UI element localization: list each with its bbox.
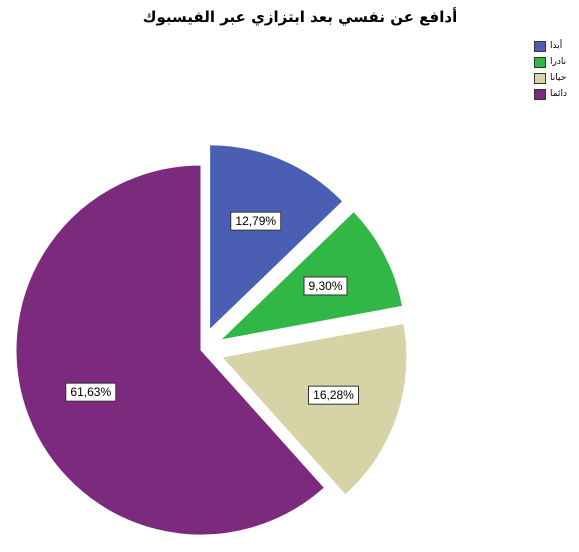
pie-slice-1 — [219, 210, 404, 341]
slice-label-box-2 — [308, 385, 360, 405]
slice-label-text-1: 9,30% — [308, 279, 342, 293]
slice-data-label-3: 61,63% — [65, 382, 117, 402]
pie-slice-2 — [220, 322, 408, 496]
legend-swatch-2 — [534, 72, 546, 84]
slice-label-text-0: 12,79% — [235, 214, 276, 228]
legend-swatch-3 — [534, 88, 546, 100]
legend-swatch-0 — [534, 40, 546, 52]
slice-label-text-3: 61,63% — [70, 385, 111, 399]
pie-slice-3 — [15, 164, 326, 536]
slice-data-label-0: 12,79% — [230, 211, 282, 231]
slice-data-label-1: 9,30% — [303, 276, 348, 296]
legend-label-3: دائما — [550, 89, 567, 99]
legend-item-1: نادرا — [534, 54, 576, 70]
slice-label-box-0 — [230, 211, 282, 231]
legend-label-1: نادرا — [550, 57, 567, 67]
legend-item-0: أبدا — [534, 38, 576, 54]
legend-item-2: حيانا — [534, 70, 576, 86]
slice-label-box-3 — [65, 382, 117, 402]
legend-label-2: حيانا — [550, 73, 567, 83]
legend-item-3: دائما — [534, 86, 576, 102]
slice-data-label-2: 16,28% — [308, 385, 360, 405]
slice-label-box-1 — [303, 276, 348, 296]
chart-legend: أبدا نادرا حيانا دائما — [534, 38, 576, 102]
pie-slice-0 — [209, 144, 344, 331]
legend-label-0: أبدا — [550, 41, 563, 51]
slice-label-text-2: 16,28% — [313, 388, 354, 402]
chart-title: أدافع عن نفسي بعد ابتزازي عبر الفيسبوك — [142, 8, 458, 26]
legend-swatch-1 — [534, 56, 546, 68]
